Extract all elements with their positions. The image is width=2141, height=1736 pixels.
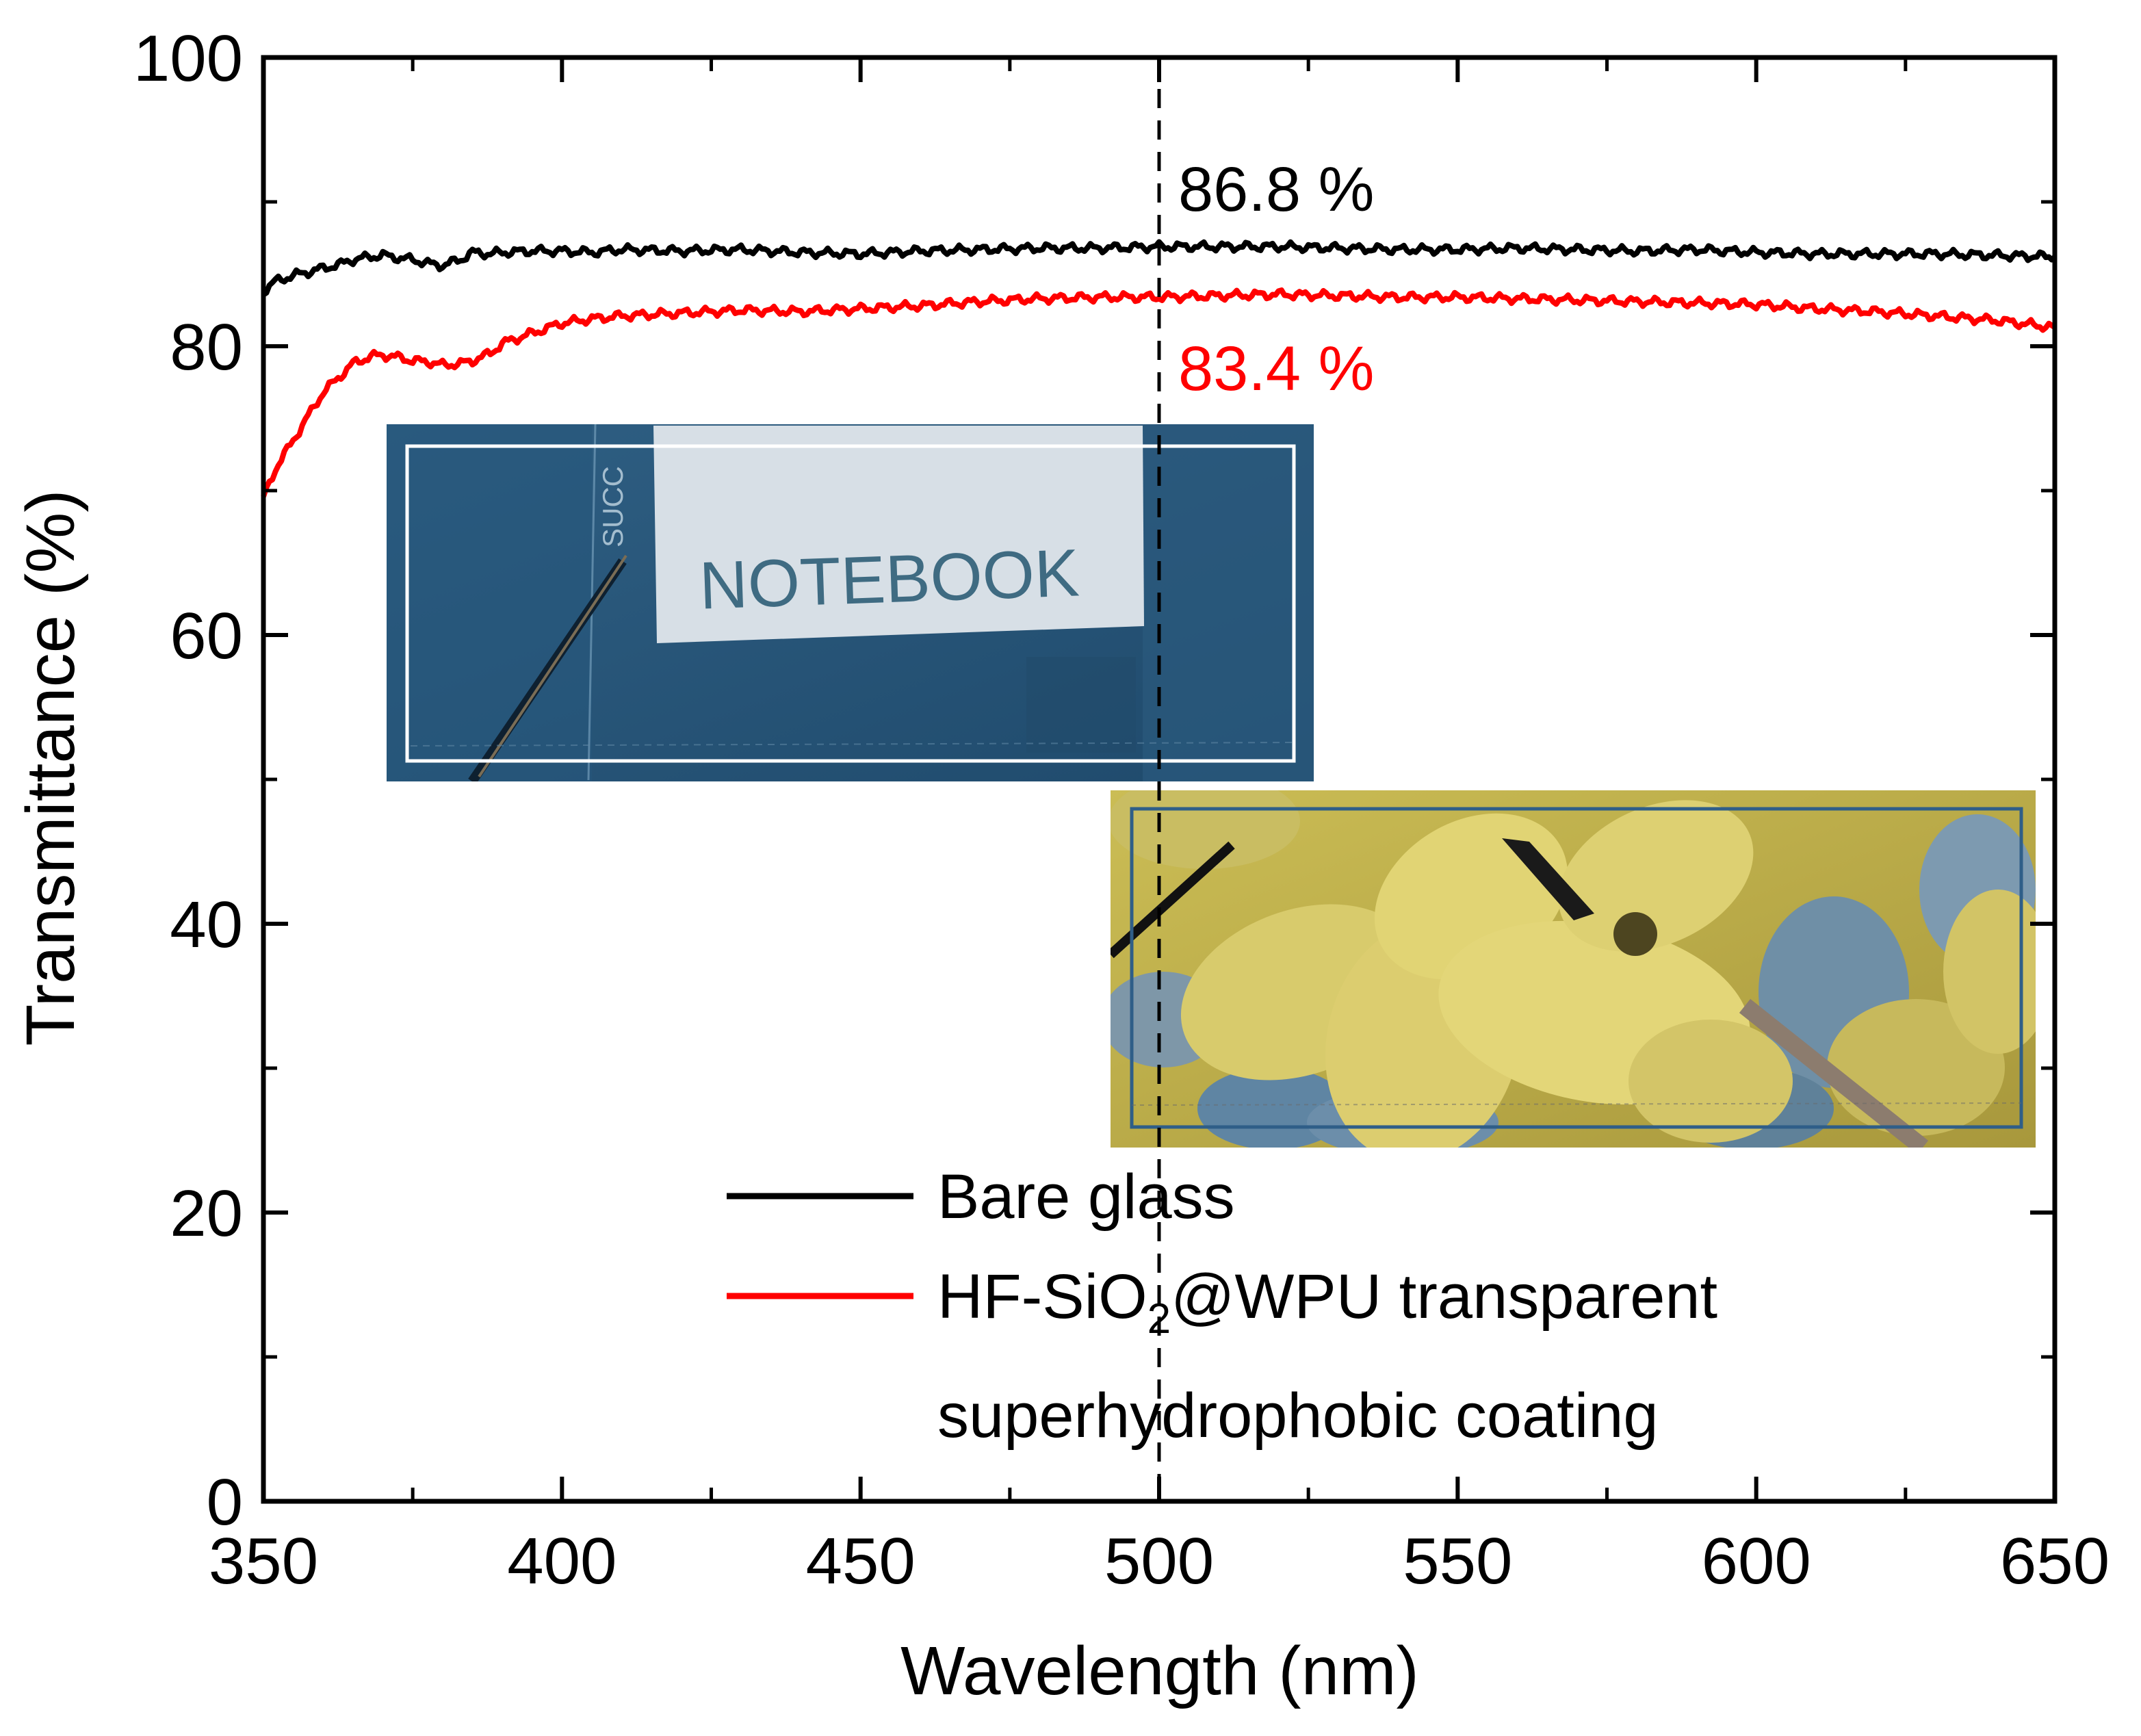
series-layer <box>261 239 2057 497</box>
x-axis-title: Wavelength (nm) <box>900 1633 1419 1709</box>
x-tick-label: 600 <box>1702 1525 1811 1598</box>
x-tick-label: 550 <box>1403 1525 1512 1598</box>
legend-label-bare-glass: Bare glass <box>937 1162 1235 1232</box>
y-tick-label: 60 <box>170 599 243 673</box>
y-axis-ticks: 0 20 40 60 80 100 <box>133 22 2055 1539</box>
inset-succ-label: SUCC <box>597 466 629 547</box>
y-tick-label: 40 <box>170 888 243 961</box>
legend-label-coating-line1: HF-SiO2@WPU transparent <box>937 1262 1717 1343</box>
x-tick-label: 650 <box>2000 1525 2110 1598</box>
inset-photo-notebook: SUCC NOTEBOOK <box>387 424 1314 781</box>
x-tick-label: 500 <box>1104 1525 1214 1598</box>
inset-notebook-sign: NOTEBOOK <box>698 534 1080 623</box>
series-line-bare-glass <box>261 239 2057 298</box>
x-axis-ticks: 350 400 450 500 550 600 650 <box>209 57 2110 1598</box>
x-tick-label: 450 <box>806 1525 916 1598</box>
series-line-coating <box>261 287 2057 497</box>
annotation-bare-glass-value: 86.8 % <box>1178 155 1374 224</box>
x-tick-label: 350 <box>209 1525 318 1598</box>
inset-photo-flowers <box>1111 790 2036 1148</box>
annotation-coating-value: 83.4 % <box>1178 334 1374 404</box>
x-tick-label: 400 <box>507 1525 617 1598</box>
y-tick-label: 100 <box>133 22 243 95</box>
y-tick-label: 0 <box>207 1466 243 1539</box>
legend: Bare glass HF-SiO2@WPU transparent super… <box>727 1162 1717 1451</box>
y-tick-label: 20 <box>170 1177 243 1250</box>
y-axis-title: Transmittance (%) <box>12 489 89 1046</box>
legend-label-coating-line2: superhydrophobic coating <box>937 1381 1659 1451</box>
y-tick-label: 80 <box>170 311 243 384</box>
